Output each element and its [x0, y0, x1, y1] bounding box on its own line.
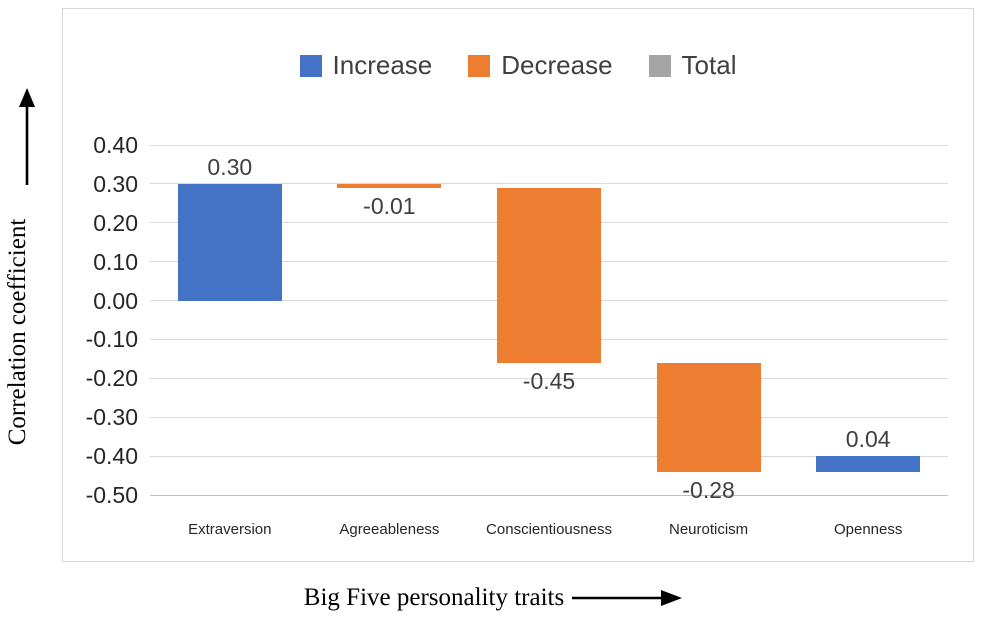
y-tick-label: 0.30: [93, 170, 138, 197]
data-label: -0.45: [522, 367, 576, 394]
data-label: 0.04: [845, 426, 891, 453]
x-axis-title: Big Five personality traits: [303, 584, 565, 611]
legend-item-decrease: Decrease: [468, 50, 613, 81]
data-label: 0.30: [207, 153, 253, 180]
gridline: [150, 144, 948, 146]
legend-item-total: Total: [648, 50, 737, 81]
legend: Increase Decrease Total: [62, 50, 974, 81]
bar-neuroticism: [656, 362, 761, 472]
legend-label-total: Total: [681, 50, 737, 80]
bar-openness: [816, 456, 921, 472]
y-tick-label: -0.20: [85, 365, 138, 392]
y-tick-label: 0.20: [93, 209, 138, 236]
y-axis-arrow-icon: [14, 88, 40, 193]
y-tick-label: -0.40: [85, 443, 138, 470]
legend-label-increase: Increase: [332, 50, 433, 80]
category-label: Openness: [833, 521, 903, 538]
data-label: -0.01: [363, 192, 416, 219]
gridline: [150, 455, 948, 457]
category-label: Agreeableness: [339, 521, 440, 538]
y-tick-label: 0.10: [93, 248, 138, 275]
legend-label-decrease: Decrease: [501, 50, 613, 80]
y-tick-label: 0.00: [93, 287, 138, 314]
gridline: [150, 377, 948, 379]
y-tick-label: -0.10: [85, 326, 138, 353]
bar-extraversion: [177, 183, 282, 301]
legend-swatch-decrease-icon: [468, 54, 491, 77]
x-axis-arrow-icon: [572, 587, 683, 609]
bar-conscientiousness: [497, 187, 601, 363]
x-axis-title-row: Big Five personality traits: [0, 584, 986, 612]
legend-item-increase: Increase: [299, 50, 433, 81]
gridline: [150, 494, 948, 496]
gridline: [150, 416, 948, 418]
legend-swatch-total-icon: [648, 54, 671, 77]
category-label: Neuroticism: [669, 521, 749, 538]
data-label: -0.28: [682, 476, 735, 503]
gridline: [150, 183, 948, 185]
y-tick-label: -0.50: [85, 482, 138, 508]
bar-agreeableness: [337, 183, 442, 188]
y-tick-label: 0.40: [93, 132, 138, 158]
legend-swatch-increase-icon: [299, 54, 322, 77]
y-tick-label: -0.30: [85, 404, 138, 431]
category-label: Conscientiousness: [486, 521, 612, 538]
category-label: Extraversion: [188, 521, 272, 538]
